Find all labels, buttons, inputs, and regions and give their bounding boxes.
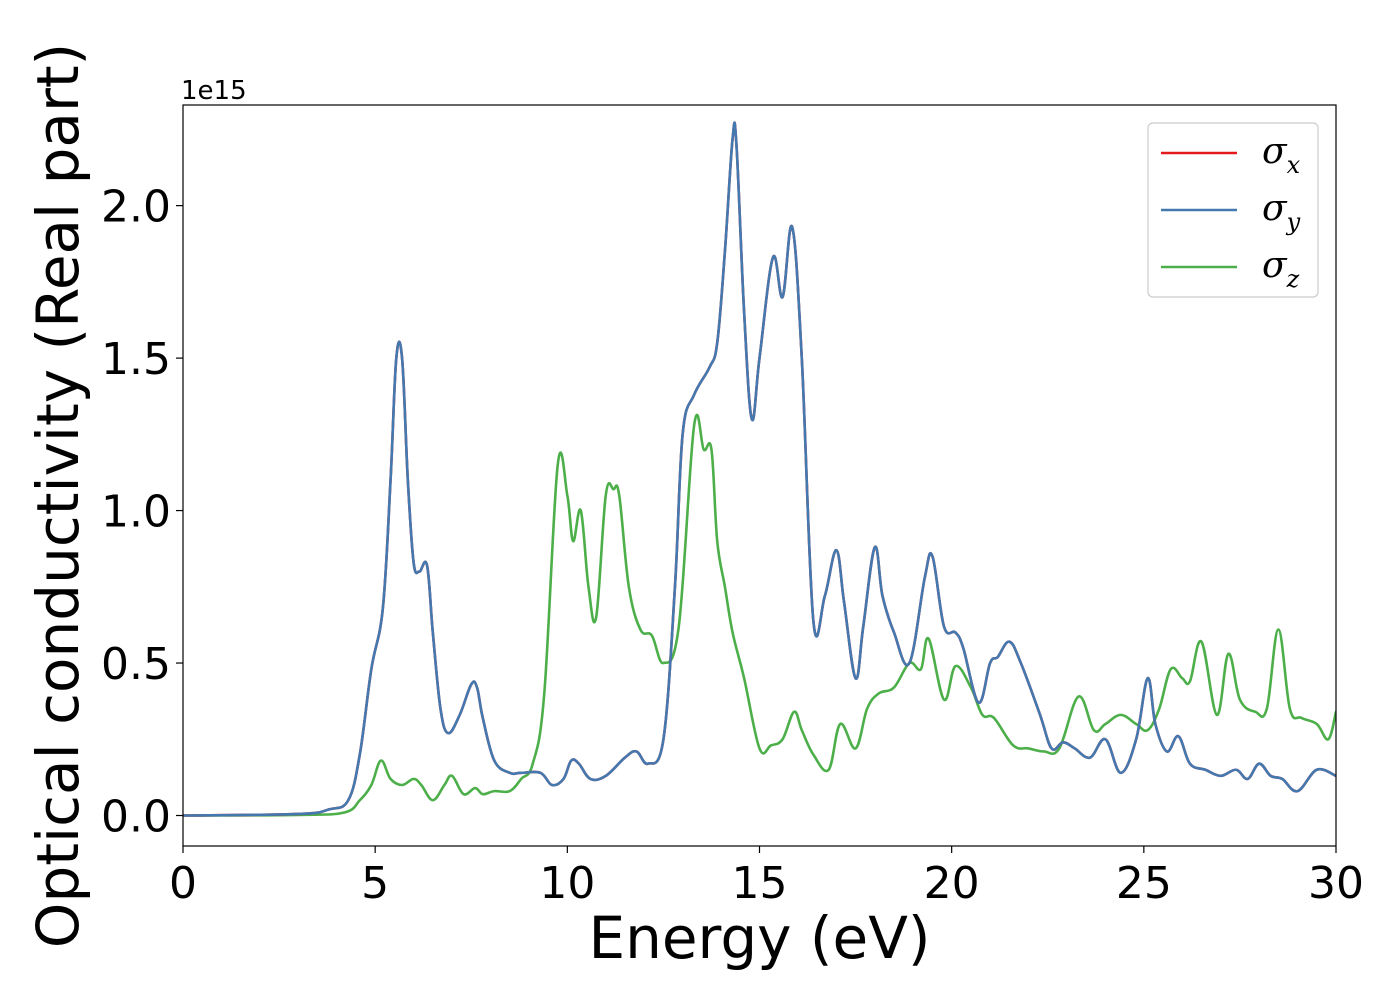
y-tick-label: 0.5	[101, 639, 171, 690]
series-group	[183, 121, 1336, 817]
legend-symbol: σ	[1262, 131, 1288, 172]
y-axis-label: Optical conductivity (Real part)	[24, 43, 92, 948]
series-line-z	[183, 413, 1336, 817]
series-line-y	[183, 121, 1336, 817]
x-tick-label: 25	[1116, 858, 1172, 909]
legend-label-x: σx	[1262, 131, 1301, 179]
legend-subscript: z	[1286, 265, 1300, 293]
x-tick-label: 0	[169, 858, 197, 909]
legend-label-z: σz	[1262, 245, 1300, 293]
x-tick-label: 15	[732, 858, 788, 909]
x-tick-label: 5	[361, 858, 389, 909]
legend-symbol: σ	[1262, 188, 1288, 229]
x-tick-label: 30	[1308, 858, 1364, 909]
legend-subscript: x	[1287, 151, 1301, 179]
plot-area	[183, 105, 1336, 846]
legend-symbol: σ	[1262, 245, 1288, 286]
y-axis-offset-text: 1e15	[181, 76, 247, 106]
y-axis: 0.0 0.5 1.0 1.5 2.0	[101, 182, 183, 843]
x-axis: 0 5 10 15 20 25 30	[169, 846, 1364, 909]
x-tick-label: 20	[924, 858, 980, 909]
x-axis-label: Energy (eV)	[588, 904, 930, 972]
legend-subscript: y	[1286, 208, 1301, 236]
y-tick-label: 0.0	[101, 792, 171, 843]
y-tick-label: 1.5	[101, 334, 171, 385]
legend-label-y: σy	[1262, 188, 1301, 236]
y-tick-label: 2.0	[101, 182, 171, 233]
x-tick-label: 10	[539, 858, 595, 909]
y-tick-label: 1.0	[101, 487, 171, 538]
